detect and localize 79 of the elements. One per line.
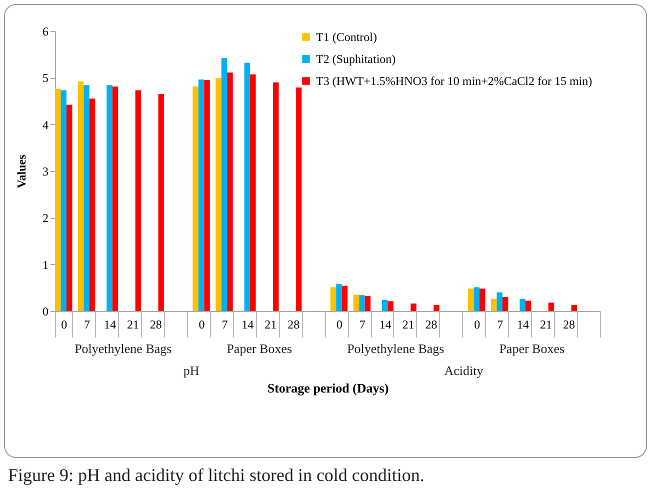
bar [353, 294, 360, 311]
x-tick-label: 28 [562, 318, 575, 332]
bar [388, 301, 394, 311]
bar [106, 85, 112, 311]
text: Acidity [444, 363, 484, 378]
x-tick-label: 28 [425, 318, 438, 332]
x-tick-label: 7 [84, 318, 90, 332]
x-tick-label: 0 [474, 318, 480, 332]
bar [250, 74, 256, 311]
bar [66, 104, 72, 311]
bar [468, 288, 474, 311]
bar [192, 86, 198, 311]
y-tick-label: 2 [42, 211, 48, 226]
x-tick-label: 28 [150, 318, 162, 332]
bar [434, 304, 440, 311]
legend-label: T2 (Suphitation) [316, 52, 396, 66]
bar [336, 284, 342, 311]
x-tick-label: 7 [222, 318, 228, 332]
bar [198, 80, 204, 311]
bar [60, 90, 66, 311]
text: pH [183, 363, 200, 378]
text: Polyethylene Bags [74, 341, 172, 356]
x-tick-label: 21 [540, 318, 552, 332]
x-tick-label: 21 [402, 318, 414, 332]
x-tick-label: 7 [497, 318, 504, 332]
bar [525, 300, 532, 311]
bar [330, 287, 336, 311]
x-tick-label: 14 [379, 318, 392, 332]
bar [84, 85, 90, 311]
bar [480, 288, 486, 311]
x-tick-label: 21 [126, 318, 139, 332]
legend-label: T3 (HWT+1.5%HNO3 for 10 min+2%CaCl2 for 15 min) [316, 74, 592, 88]
y-tick-label: 4 [42, 118, 48, 132]
bar [359, 295, 365, 311]
y-tick-label: 1 [42, 258, 48, 272]
y-axis-title: Values [14, 154, 28, 188]
bar [135, 90, 142, 311]
x-tick-label: 0 [336, 318, 342, 332]
x-tick-label: 14 [104, 318, 116, 332]
x-axis-title: Storage period (Days) [267, 380, 389, 396]
legend-label: T1 (Control) [316, 30, 377, 44]
text: Paper Boxes [226, 341, 292, 356]
y-tick-label: 3 [42, 164, 48, 178]
bar [496, 292, 502, 311]
x-tick-label: 0 [198, 318, 205, 332]
bar [410, 304, 416, 311]
bar [216, 78, 222, 311]
bar [227, 72, 233, 311]
bar [221, 58, 228, 311]
bar [296, 87, 302, 311]
x-tick-label: 21 [264, 318, 277, 332]
x-tick-label: 14 [242, 318, 254, 332]
x-tick-label: 28 [288, 318, 300, 332]
x-tick-label: 14 [517, 318, 530, 332]
bar [55, 88, 61, 311]
bar [112, 86, 118, 311]
bar [502, 297, 508, 311]
bar [244, 62, 250, 311]
bar [382, 300, 388, 311]
bar [548, 302, 554, 311]
bar [158, 94, 164, 311]
bar [571, 304, 578, 311]
bar [78, 81, 84, 311]
y-tick-label: 5 [42, 71, 48, 86]
bar [364, 296, 371, 311]
bar [273, 82, 279, 311]
text: Paper Boxes [499, 341, 565, 356]
bar [520, 298, 526, 311]
bar [474, 287, 480, 311]
bar [342, 286, 348, 311]
bar [204, 80, 210, 311]
bar [491, 298, 497, 311]
text: Polyethylene Bags [347, 341, 444, 356]
bar [89, 98, 96, 311]
caption: Figure 9: pH and acidity of litchi stored in cold condition. [8, 465, 424, 486]
x-tick-label: 0 [61, 318, 68, 332]
y-tick-label: 0 [42, 304, 48, 318]
y-tick-label: 6 [42, 24, 48, 38]
x-tick-label: 7 [359, 318, 366, 332]
